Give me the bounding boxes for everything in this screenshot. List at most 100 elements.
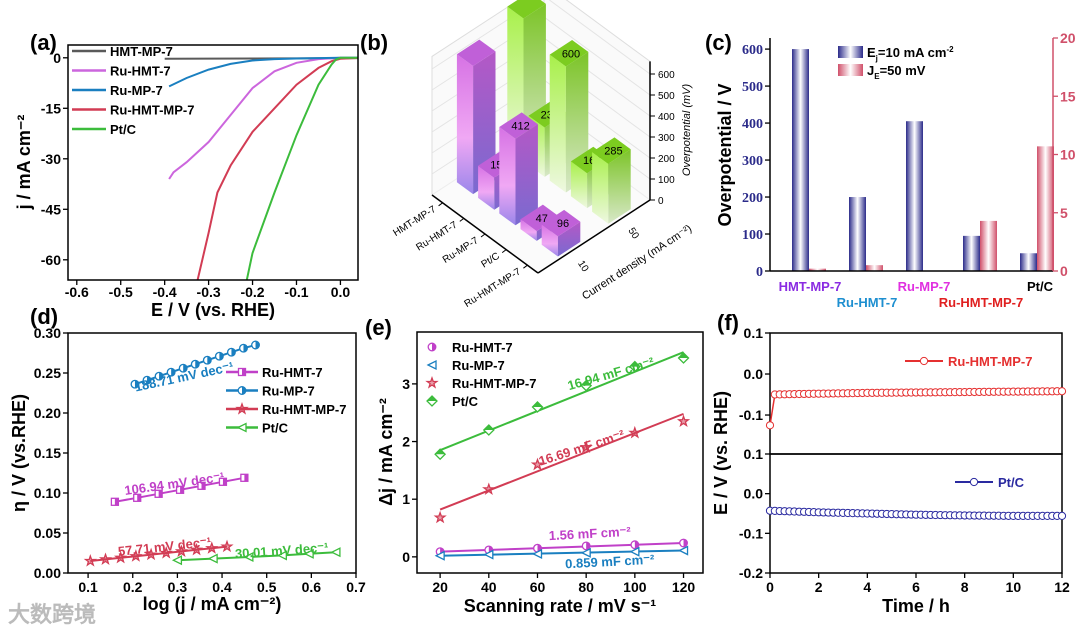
- legend-label: Pt/C: [262, 421, 289, 436]
- tafel-point-fill: [231, 348, 236, 356]
- x-tick-label: 0.2: [123, 579, 143, 595]
- legend-label: HMT-MP-7: [110, 44, 173, 59]
- data-point: [629, 546, 640, 557]
- x-tick-label: 0.1: [78, 579, 98, 595]
- data-point: [579, 440, 593, 454]
- fit-line: [440, 542, 684, 553]
- x-tick-label: 6: [912, 579, 920, 595]
- capacitance-label: 16.94 mF cm⁻²: [566, 354, 657, 393]
- y-axis-title: Δj / mA cm⁻²: [376, 398, 396, 506]
- y2-tick-label: 10: [1060, 147, 1076, 163]
- category-tick: [480, 233, 486, 238]
- x-tick-label: 4: [863, 579, 871, 595]
- tafel-point: [144, 547, 158, 561]
- x-axis-title: log (j / mA cm⁻²): [143, 594, 282, 614]
- tafel-point: [205, 541, 219, 554]
- legend-sub: j: [875, 54, 878, 63]
- legend-swatch: [838, 46, 863, 58]
- bar-top-face: [541, 209, 581, 237]
- legend-marker: [236, 422, 247, 433]
- data-point: [676, 414, 691, 427]
- y-tick-label: 2: [402, 434, 410, 450]
- bar-value-label: 600: [562, 48, 580, 60]
- legend-marker-fill: [432, 343, 436, 351]
- category-tick: [523, 264, 528, 269]
- y-tick-label: -0.2: [739, 565, 763, 581]
- z-axis-title: Overpotential (mV): [681, 84, 693, 177]
- y-axis-title: j / mA cm⁻²: [14, 115, 34, 211]
- bar-top-face: [592, 137, 631, 164]
- data-point: [628, 425, 642, 439]
- legend-marker-fill: [427, 396, 437, 401]
- bar-je-ru-hmt-mp-7: [980, 220, 997, 271]
- x-tick-label: 0.3: [168, 579, 188, 595]
- x-tick-label: 12: [1054, 579, 1070, 595]
- data-point: [532, 548, 543, 560]
- lsv-curves: [164, 56, 358, 280]
- category-label: Pt/C: [479, 251, 501, 271]
- data-point: [678, 545, 689, 556]
- legend-label: Ru-HMT-MP-7: [452, 376, 537, 391]
- y-tick-label: -15: [41, 100, 61, 116]
- x-tick-label: 100: [623, 579, 647, 595]
- tafel-point-fill: [219, 352, 224, 360]
- legend-rest: =10 mA cm: [878, 45, 947, 60]
- y-tick-label: 200: [742, 191, 763, 206]
- data-point: [433, 510, 447, 524]
- z-tick-label: 0: [658, 196, 664, 207]
- bar-value-label: 412: [511, 121, 529, 133]
- x-tick-label: 0.6: [302, 579, 322, 595]
- lsv-curve-ru-hmt-mp-7: [196, 56, 358, 280]
- data-point-fill: [532, 401, 543, 407]
- y2-tick-label: 20: [1060, 30, 1076, 46]
- bar-front-face: [541, 224, 558, 257]
- bar-front-face: [549, 54, 566, 193]
- bar-ej-ru-hmt-7: [849, 197, 866, 271]
- category-label: HMT-MP-7: [779, 279, 842, 294]
- y-tick-label: 100: [742, 228, 763, 243]
- bar-je-ru-hmt-7: [866, 265, 883, 271]
- data-point: [482, 482, 496, 495]
- category-label: Ru-HMT-7: [837, 295, 898, 310]
- tafel-slope-label: 30.01 mV dec⁻¹: [234, 540, 328, 561]
- y-tick-label: 0.1: [744, 325, 764, 341]
- x-tick-label: 0: [766, 579, 774, 595]
- bar-front-face: [456, 54, 474, 195]
- tafel-point: [171, 555, 183, 566]
- data-point: [434, 550, 445, 561]
- x-tick-label: -0.5: [109, 284, 133, 300]
- legend-marker-fill: [242, 386, 246, 395]
- y-tick-label: -60: [41, 252, 61, 268]
- potential-point: [1057, 387, 1067, 396]
- y-tick-label: -30: [41, 151, 61, 167]
- z-tick-label: 200: [658, 154, 675, 165]
- bar-top-face: [549, 40, 589, 67]
- category-label: Ru-HMT-MP-7: [939, 295, 1024, 310]
- y2-tick-label: 15: [1060, 88, 1076, 104]
- grid-line: [431, 0, 651, 75]
- legend-swatch: [838, 64, 863, 76]
- y2-tick-label: 0: [1060, 263, 1068, 279]
- x-tick-label: 80: [578, 579, 594, 595]
- legend-marker: [426, 359, 437, 371]
- tafel-point-fill: [158, 490, 163, 498]
- y-tick-label: 400: [742, 117, 763, 132]
- tafel-point-fill: [147, 376, 151, 384]
- bar3d-ru-mp-7-50: 600: [549, 40, 589, 193]
- tafel-point-fill: [114, 498, 119, 506]
- plot-frame: [67, 44, 359, 281]
- x-tick-label: -0.2: [240, 284, 264, 300]
- bar-value-label: 47: [536, 213, 548, 225]
- data-point: [483, 549, 494, 560]
- x-tick-label: 40: [481, 579, 497, 595]
- data-point-fill: [678, 352, 689, 358]
- panel-label: (e): [365, 315, 392, 340]
- bar-top-face: [499, 112, 538, 139]
- watermark: 大数跨境: [8, 602, 96, 626]
- tafel-point-fill: [195, 360, 200, 368]
- bar-ej-ru-hmt-mp-7: [963, 235, 980, 271]
- tafel-point: [113, 550, 128, 564]
- tafel-point-fill: [255, 341, 260, 349]
- legend-label: Pt/C: [110, 122, 137, 137]
